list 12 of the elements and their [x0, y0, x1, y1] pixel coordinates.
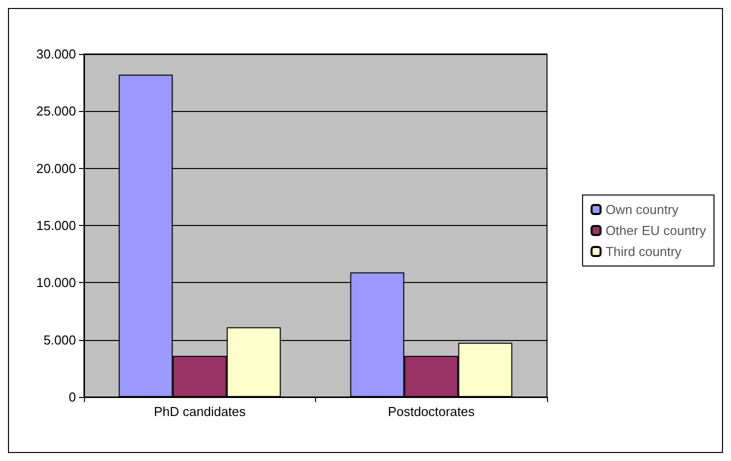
y-tick-label: 20.000: [36, 160, 76, 176]
legend-label: Other EU country: [606, 223, 706, 238]
y-tick-label: 25.000: [36, 104, 76, 119]
legend-label: Own country: [606, 202, 680, 217]
y-tick-label: 5.000: [43, 332, 76, 348]
legend-label: Third country: [606, 244, 682, 259]
y-tick-label: 10.000: [36, 275, 76, 290]
x-tick-label: PhD candidates: [154, 404, 246, 419]
x-tick-label: Postdoctorates: [388, 404, 476, 419]
y-tick-label: 30.000: [36, 46, 76, 62]
y-tick-label: 15.000: [36, 218, 76, 233]
y-tick-label: 0: [68, 390, 76, 404]
